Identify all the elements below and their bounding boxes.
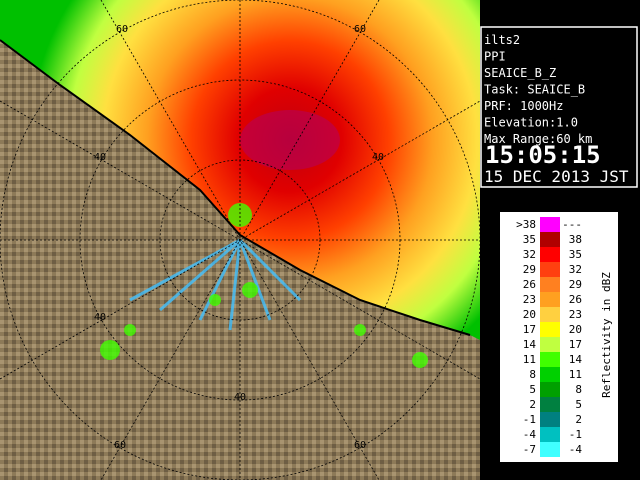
- legend-label: -7: [523, 443, 536, 456]
- info-line: Task: SEAICE_B: [484, 83, 585, 97]
- range-label: 60: [354, 440, 366, 451]
- legend-label: >38: [516, 218, 536, 231]
- legend-swatch: [540, 412, 560, 427]
- legend-label: 11: [569, 368, 582, 381]
- range-label: 40: [94, 152, 106, 163]
- range-label: 60: [116, 24, 128, 35]
- legend-label: 5: [575, 398, 582, 411]
- info-box: [480, 26, 638, 188]
- legend-swatch: [540, 322, 560, 337]
- legend-swatch: [540, 307, 560, 322]
- legend-swatch: [540, 217, 560, 232]
- date: 15 DEC 2013 JST: [484, 167, 629, 186]
- legend-swatch: [540, 277, 560, 292]
- info-line: SEAICE_B_Z: [484, 66, 556, 80]
- time: 15:05:15: [485, 141, 601, 169]
- legend-label: 26: [523, 278, 536, 291]
- legend-label: 8: [575, 383, 582, 396]
- legend-swatch: [540, 427, 560, 442]
- legend-swatch: [540, 292, 560, 307]
- legend-title: Reflectivity in dBZ: [600, 272, 613, 398]
- legend-label: 17: [523, 323, 536, 336]
- legend-label: 8: [529, 368, 536, 381]
- info-line: PRF: 1000Hz: [484, 99, 563, 113]
- legend-swatch: [540, 367, 560, 382]
- legend-label: 29: [569, 278, 582, 291]
- range-label: 40: [234, 392, 246, 403]
- radar-image: [0, 0, 480, 480]
- legend-label: -1: [523, 413, 536, 426]
- legend-label: 32: [523, 248, 536, 261]
- legend-label: -4: [569, 443, 583, 456]
- legend-swatch: [540, 397, 560, 412]
- legend-label: 23: [569, 308, 582, 321]
- legend-swatch: [540, 352, 560, 367]
- legend-label: 11: [523, 353, 536, 366]
- legend-swatch: [540, 247, 560, 262]
- legend-label: 38: [569, 233, 582, 246]
- legend-label: -1: [569, 428, 582, 441]
- legend-swatch: [540, 262, 560, 277]
- legend-swatch: [540, 232, 560, 247]
- legend-label: -4: [523, 428, 537, 441]
- range-label: 60: [354, 24, 366, 35]
- legend-label: 2: [529, 398, 536, 411]
- legend-label: ---: [562, 218, 582, 231]
- info-line: Elevation:1.0: [484, 116, 578, 130]
- legend-label: 20: [569, 323, 582, 336]
- legend-swatch: [540, 442, 560, 457]
- legend-label: 2: [575, 413, 582, 426]
- legend-label: 17: [569, 338, 582, 351]
- legend-label: 23: [523, 293, 536, 306]
- legend-swatch: [540, 337, 560, 352]
- info-line: PPI: [484, 50, 506, 64]
- range-label: 60: [114, 440, 126, 451]
- legend-label: 14: [569, 353, 583, 366]
- info-line: ilts2: [484, 33, 520, 47]
- legend-label: 35: [523, 233, 536, 246]
- legend-label: 14: [523, 338, 537, 351]
- legend-label: 29: [523, 263, 536, 276]
- legend-label: 32: [569, 263, 582, 276]
- legend-label: 20: [523, 308, 536, 321]
- legend-label: 26: [569, 293, 582, 306]
- info-line: Max Range:60 km: [484, 132, 592, 146]
- range-label: 40: [372, 152, 384, 163]
- legend-label: 35: [569, 248, 582, 261]
- legend-swatch: [540, 382, 560, 397]
- range-label: 40: [94, 312, 106, 323]
- legend-label: 5: [529, 383, 536, 396]
